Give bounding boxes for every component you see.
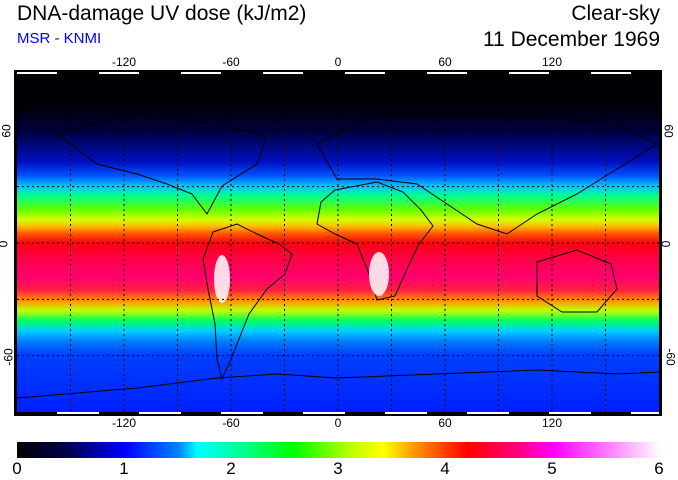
source-label: MSR - KNMI: [17, 30, 102, 47]
colorbar-tick-label: 2: [226, 459, 236, 478]
colorbar-tick-label: 1: [119, 459, 129, 478]
latitude-label: 60: [0, 124, 14, 139]
high-dose-regions: [214, 252, 389, 303]
map-overlay: [17, 74, 659, 412]
top-border-scale: [17, 72, 659, 74]
colorbar-tick-label: 4: [440, 459, 450, 478]
graticule: [17, 74, 659, 412]
date-label: 11 December 1969: [482, 28, 660, 51]
latitude-label: -60: [663, 347, 678, 366]
latitude-label: 60: [661, 124, 676, 139]
bottom-border-scale: [17, 412, 659, 414]
longitude-label: -120: [111, 55, 137, 69]
colorbar-tick-label: 0: [12, 459, 22, 478]
uv-dose-map: [17, 74, 659, 412]
colorbar-tick-label: 5: [547, 459, 557, 478]
africa-coast: [316, 181, 434, 301]
eurasia-coast: [316, 113, 659, 235]
longitude-label: -120: [111, 416, 137, 430]
longitude-label: -60: [222, 55, 240, 69]
antarctica-coast: [17, 369, 659, 399]
colorbar: [17, 442, 661, 458]
longitude-label: 60: [438, 55, 452, 69]
colorbar-tick-label: 6: [654, 459, 664, 478]
longitude-label: 0: [334, 416, 342, 430]
longitude-label: 60: [438, 416, 452, 430]
longitude-label: 0: [334, 55, 342, 69]
longitude-label: -60: [222, 416, 240, 430]
australia-coast: [536, 249, 618, 313]
north-america-coast: [55, 113, 268, 215]
sky-condition-label: Clear-sky: [571, 2, 660, 25]
latitude-label: 0: [0, 241, 10, 248]
chart-title: DNA-damage UV dose (kJ/m2): [17, 2, 307, 25]
longitude-label: 120: [541, 55, 563, 69]
south-america-coast: [202, 223, 293, 381]
coastlines: [17, 113, 659, 399]
colorbar-tick-label: 3: [333, 459, 343, 478]
latitude-label: 0: [658, 240, 673, 248]
latitude-label: -60: [1, 347, 16, 366]
longitude-label: 120: [541, 416, 563, 430]
